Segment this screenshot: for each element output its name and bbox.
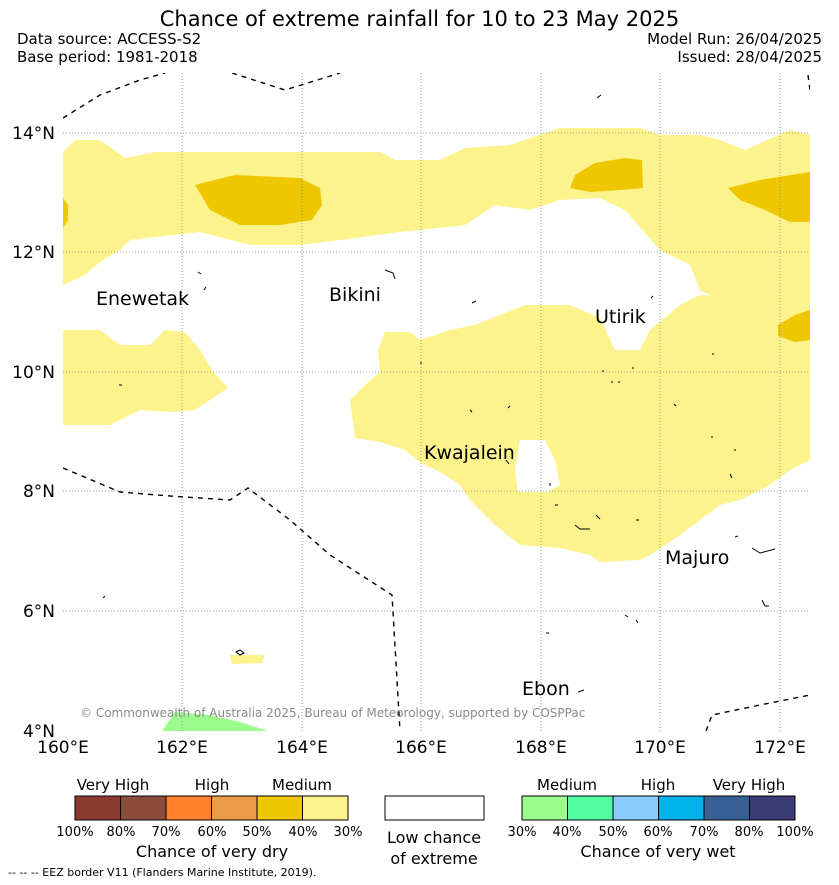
map-plot-area: [63, 73, 810, 731]
wet-30-40-region: [162, 712, 268, 731]
place-utirik: Utirik: [595, 306, 646, 328]
lon-tick: 166°E: [395, 738, 447, 758]
wet-swatch: [658, 795, 705, 821]
dry-swatch: [211, 795, 258, 821]
lat-tick: 6°N: [23, 602, 55, 622]
copyright-notice: © Commonwealth of Australia 2025, Bureau…: [80, 706, 585, 720]
lat-tick: 4°N: [23, 722, 55, 742]
dry-pct: 50%: [243, 825, 272, 840]
lon-tick: 168°E: [515, 738, 567, 758]
dry-pct: 100%: [56, 825, 93, 840]
wet-pct: 80%: [735, 825, 764, 840]
wet-swatch: [749, 795, 796, 821]
dry-swatch: [120, 795, 167, 821]
low-chance-holes: [515, 440, 560, 492]
dry-pct: 40%: [289, 825, 318, 840]
wet-pct: 40%: [553, 825, 582, 840]
wet-pct: 60%: [644, 825, 673, 840]
lon-tick: 160°E: [37, 738, 89, 758]
neutral-caption-line1: Low chance: [387, 828, 481, 847]
wet-pct: 30%: [508, 825, 537, 840]
lon-tick: 162°E: [156, 738, 208, 758]
lat-tick: 14°N: [12, 124, 55, 144]
dry-swatch: [74, 795, 121, 821]
neutral-legend: Low chance of extreme: [384, 795, 485, 868]
island-coastlines: [102, 94, 776, 693]
dry-pct: 60%: [198, 825, 227, 840]
dry-level-medium: Medium: [272, 776, 332, 794]
dry-level-high: High: [195, 776, 229, 794]
place-labels: Enewetak Bikini Utirik Kwajalein Majuro …: [96, 284, 729, 700]
lon-tick: 164°E: [276, 738, 328, 758]
dry-40-50-region: [63, 158, 810, 342]
wet-level-medium: Medium: [537, 776, 597, 794]
wet-swatch: [703, 795, 750, 821]
lon-tick: 170°E: [634, 738, 686, 758]
dry-colorbar: [74, 795, 349, 821]
base-period-label: Base period: 1981-2018: [17, 48, 198, 66]
map-title: Chance of extreme rainfall for 10 to 23 …: [159, 7, 680, 31]
place-majuro: Majuro: [665, 547, 729, 569]
dry-legend-caption: Chance of very dry: [136, 842, 288, 861]
dry-pct: 80%: [107, 825, 136, 840]
wet-swatch: [521, 795, 568, 821]
latitude-ticks: 14°N 12°N 10°N 8°N 6°N 4°N: [12, 124, 55, 742]
dry-legend: Very High High Medium 100% 80% 70% 60% 5…: [56, 776, 362, 861]
lat-tick: 10°N: [12, 363, 55, 383]
wet-pct: 50%: [599, 825, 628, 840]
neutral-caption-line2: of extreme: [390, 849, 477, 868]
dry-swatch: [256, 795, 303, 821]
dry-30-40-region: [63, 128, 810, 664]
dry-swatch: [165, 795, 212, 821]
wet-percent-labels: 30% 40% 50% 60% 70% 80% 100%: [508, 825, 814, 840]
wet-legend-caption: Chance of very wet: [580, 842, 735, 861]
dry-swatch: [302, 795, 349, 821]
neutral-swatch: [384, 795, 485, 821]
place-kwajalein: Kwajalein: [424, 442, 515, 464]
lat-tick: 12°N: [12, 243, 55, 263]
eez-borders: [63, 73, 810, 731]
place-enewetak: Enewetak: [96, 288, 189, 310]
dry-percent-labels: 100% 80% 70% 60% 50% 40% 30%: [56, 825, 362, 840]
wet-swatch: [567, 795, 614, 821]
lon-tick: 172°E: [754, 738, 806, 758]
wet-colorbar: [521, 795, 796, 821]
wet-pct: 100%: [776, 825, 813, 840]
place-ebon: Ebon: [522, 678, 570, 700]
wet-level-very-high: Very High: [713, 776, 786, 794]
place-bikini: Bikini: [329, 284, 381, 306]
lat-tick: 8°N: [23, 482, 55, 502]
dry-pct: 70%: [152, 825, 181, 840]
eez-footnote: -- -- -- EEZ border V11 (Flanders Marine…: [8, 866, 317, 879]
wet-legend: Medium High Very High 30% 40% 50% 60% 70…: [508, 776, 814, 861]
issued-label: Issued: 28/04/2025: [677, 48, 822, 66]
wet-pct: 70%: [690, 825, 719, 840]
model-run-label: Model Run: 26/04/2025: [647, 30, 822, 48]
data-source-label: Data source: ACCESS-S2: [17, 30, 202, 48]
longitude-ticks: 160°E 162°E 164°E 166°E 168°E 170°E 172°…: [37, 738, 806, 758]
wet-level-high: High: [641, 776, 675, 794]
dry-pct: 30%: [334, 825, 363, 840]
wet-swatch: [612, 795, 659, 821]
dry-level-very-high: Very High: [77, 776, 150, 794]
